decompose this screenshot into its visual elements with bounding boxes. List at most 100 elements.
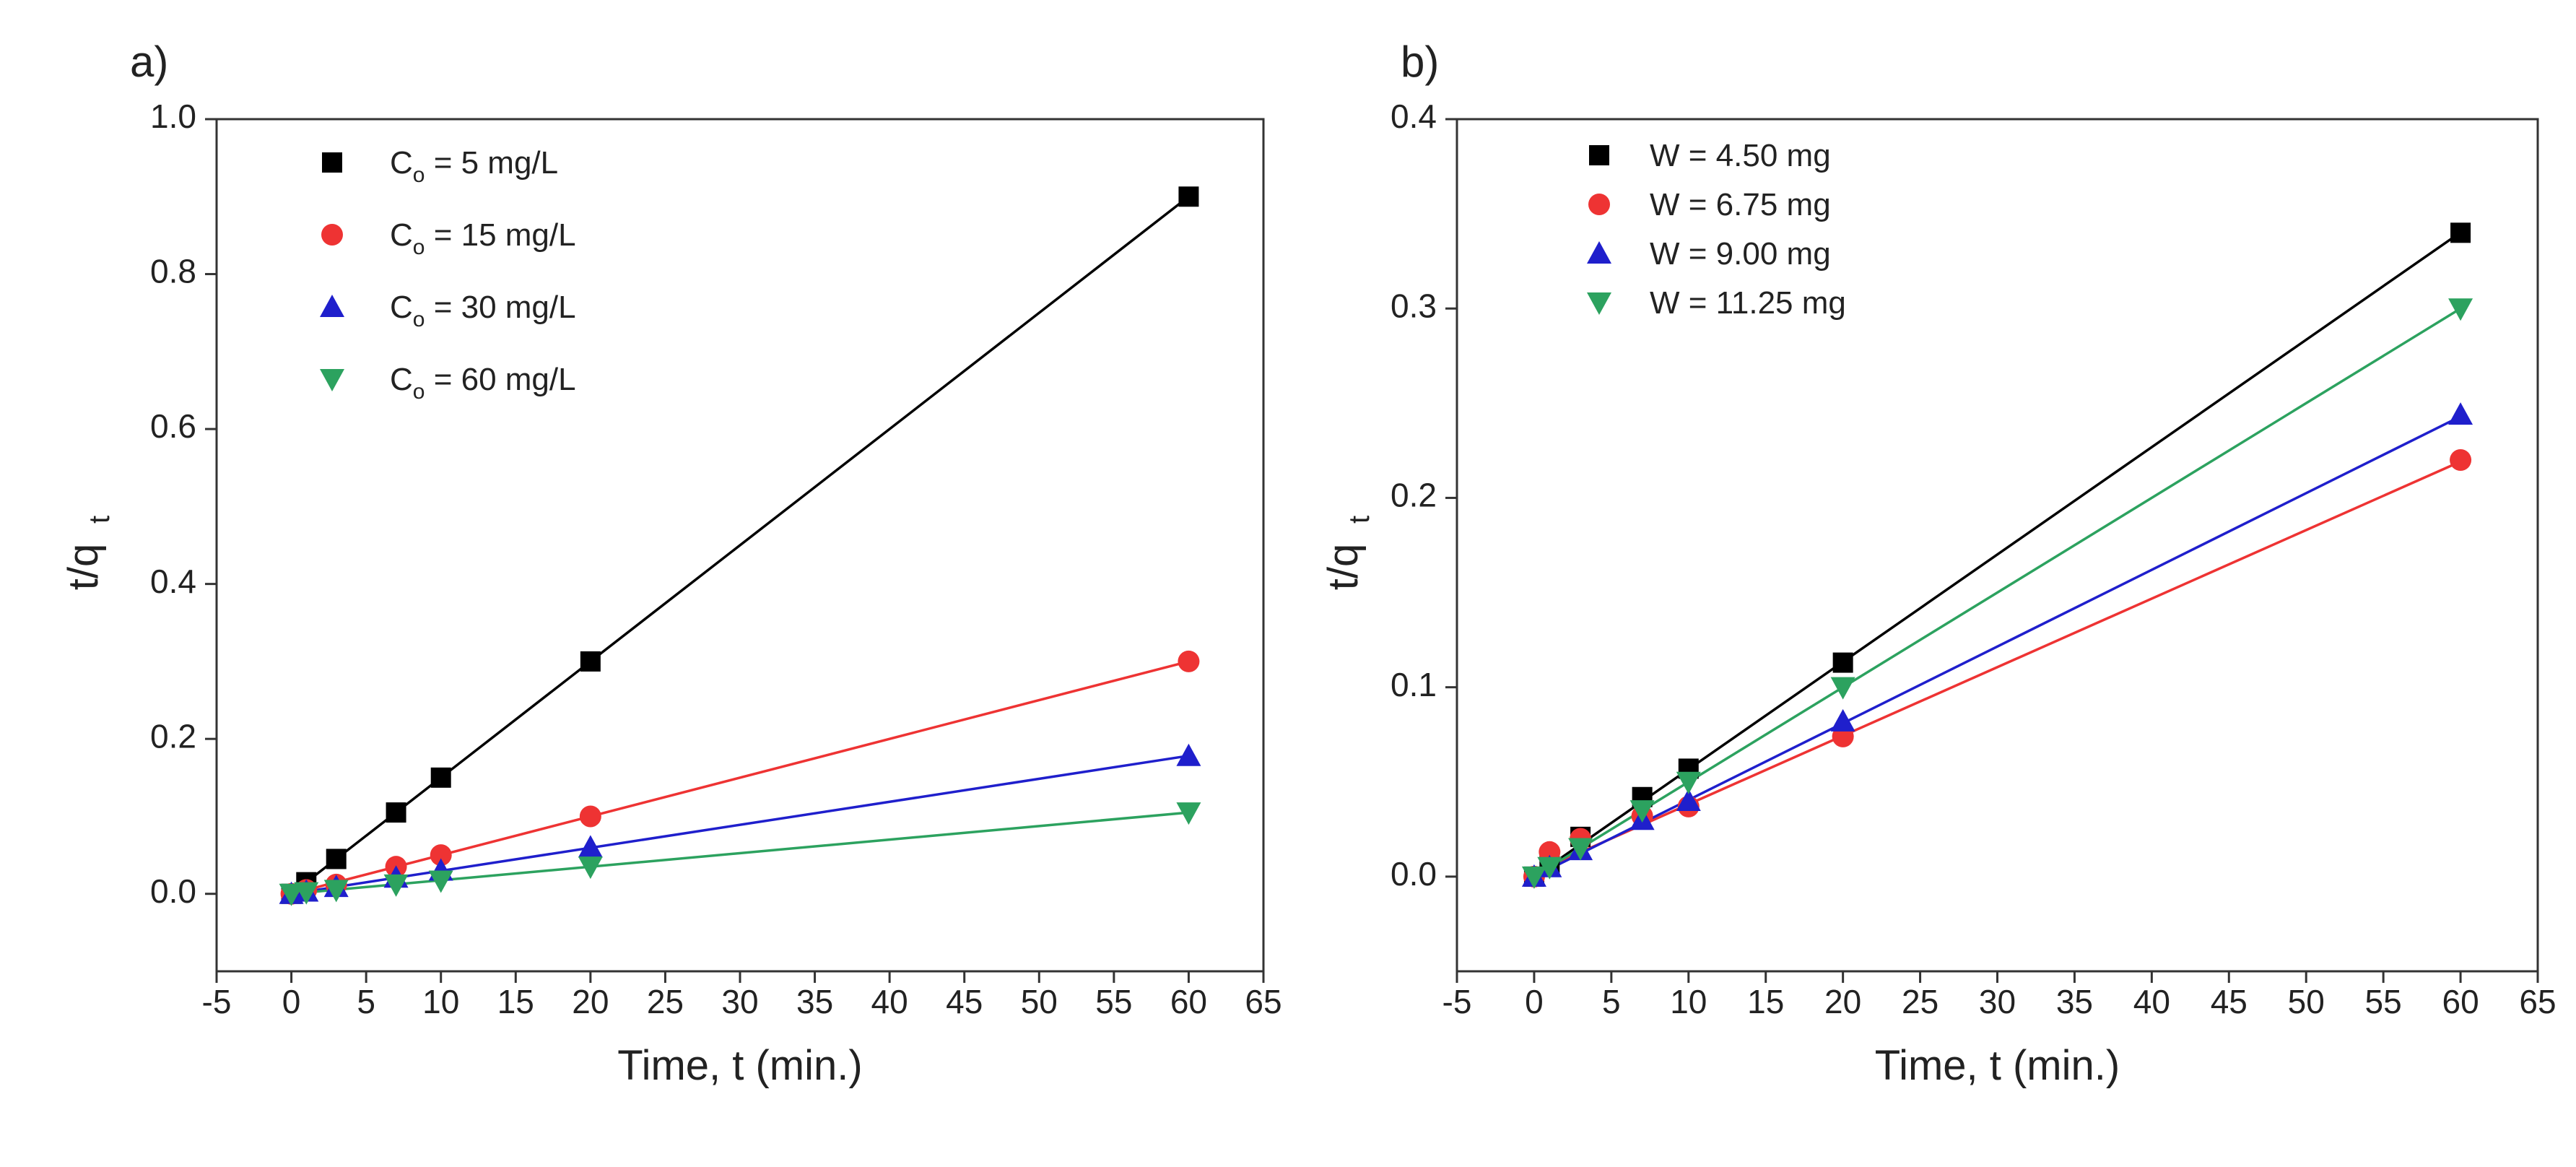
panel-b-x-tick-label: 5 [1602, 983, 1621, 1020]
panel-a-y-tick-label: 0.0 [150, 872, 196, 910]
panel-a-y-axis-title-sub: t [84, 516, 116, 524]
panel-b-legend-marker-1 [1589, 145, 1609, 165]
panel-b-series-3-point [2448, 402, 2473, 425]
panel-a-x-tick-label: 30 [721, 983, 758, 1020]
panel-b-legend-item-3: W = 9.00 mg [1587, 236, 1831, 272]
panel-a-series-1-point [580, 651, 601, 672]
panel-a-x-tick-label: 5 [357, 983, 375, 1020]
panel-b-series-4-point [1521, 866, 1546, 889]
panel-a-legend-label-4-sub: o [413, 380, 425, 404]
panel-a-x-tick-label: 15 [497, 983, 534, 1020]
panel-a-legend-label-3-sub: o [413, 308, 425, 331]
panel-a-legend-label-4: Co = 60 mg/L [390, 362, 576, 404]
panel-b-y-axis-title-main: t/q [1320, 544, 1367, 591]
panel-b-y-tick-label: 0.2 [1391, 477, 1437, 514]
panel-b-legend-label-4: W = 11.25 mg [1650, 285, 1846, 321]
panel-b-series-4-point [1629, 800, 1655, 823]
panel-b-series-4-point [1537, 856, 1562, 880]
panel-a-x-tick-label: 10 [422, 983, 459, 1020]
panel-a-legend-marker-1 [322, 152, 342, 173]
panel-b-x-tick-label: 15 [1747, 983, 1784, 1020]
panel-a-legend-item-1: Co = 5 mg/L [322, 145, 558, 187]
panel-a-series-2-point [430, 844, 452, 867]
panel-a-series-1-point [1178, 186, 1199, 207]
panel-a-series-4 [279, 802, 1201, 906]
panel-a-y-tick-label: 0.4 [150, 563, 196, 600]
panel-a-y-axis-title: t/q t [60, 516, 116, 590]
panel-a-legend-label-3-rest: = 30 mg/L [425, 290, 575, 325]
panel-b-series-1-point [2450, 222, 2471, 243]
panel-b-y-tick-label: 0.4 [1391, 97, 1437, 135]
panel-a-chart: a) -5 0 5 10 15 20 25 30 35 40 45 50 55 60 65 0.0 0.2 0.4 0… [60, 38, 1282, 1089]
panel-b-x-tick-label: 20 [1824, 983, 1861, 1020]
panel-a-y-tick-label: 0.8 [150, 253, 196, 290]
panel-b-series-2-point [2450, 449, 2472, 471]
panel-b-series-3-point [1676, 789, 1701, 811]
panel-a-y-axis-title-main: t/q [60, 544, 107, 591]
panel-a-y-tick-label: 0.2 [150, 717, 196, 755]
panel-b-series-4-point [1676, 771, 1701, 794]
panel-b-legend-label-2-main: W = 6.75 mg [1650, 187, 1831, 222]
panel-a-legend-marker-2 [321, 224, 343, 246]
panel-a-x-tick-label: 40 [871, 983, 908, 1020]
panel-b-x-tick-label: 0 [1525, 983, 1544, 1020]
panel-b-x-tick-label: 60 [2442, 983, 2479, 1020]
panel-a-x-tick-label: 0 [282, 983, 301, 1020]
panel-a-x-tick-label: 60 [1170, 983, 1207, 1020]
panel-b-series-1-point [1832, 652, 1853, 673]
panel-a-series-1-point [386, 802, 406, 823]
panel-b-y-axis-title: t/q t [1320, 516, 1375, 590]
panel-b-series-4-point [2448, 298, 2473, 321]
panel-a-legend-item-2: Co = 15 mg/L [321, 217, 576, 259]
panel-a-series-4-point [323, 880, 349, 903]
panel-a-legend-marker-4 [320, 369, 344, 391]
panel-a-series-1-point [430, 767, 451, 788]
panel-a-x-tick-label: -5 [202, 983, 232, 1020]
panel-b-plot-frame [1455, 118, 2539, 973]
panel-a-x-tick-label: 55 [1095, 983, 1132, 1020]
panel-a-series-4-point [383, 874, 409, 897]
panel-b-fit-line-series-1 [1533, 231, 2462, 878]
panel-b-legend-marker-4 [1587, 292, 1611, 315]
panel-b-legend-item-2: W = 6.75 mg [1588, 187, 1831, 222]
panel-b-legend-item-1: W = 4.50 mg [1589, 138, 1831, 173]
panel-b-x-tick-label: 55 [2365, 983, 2402, 1020]
panel-a-legend-label-2-rest: = 15 mg/L [425, 217, 575, 253]
panel-b-legend-label-2: W = 6.75 mg [1650, 187, 1831, 222]
panel-b-x-tick-label: 25 [1902, 983, 1938, 1020]
panel-a-x-tick-label: 35 [796, 983, 833, 1020]
panel-a-y-tick-label: 1.0 [150, 97, 196, 135]
panel-a-legend-label-1-sub: o [413, 163, 425, 187]
panel-a-legend-label-3: Co = 30 mg/L [390, 290, 576, 331]
panel-a-series-1-point [326, 849, 347, 869]
panel-a-legend-label-2-main: C [390, 217, 413, 253]
panel-b-legend-label-3-main: W = 9.00 mg [1650, 236, 1831, 272]
panel-b-legend-label-4-main: W = 11.25 mg [1650, 285, 1846, 321]
panel-b-fit-lines [1533, 231, 2462, 878]
panel-b-legend-label-3: W = 9.00 mg [1650, 236, 1831, 272]
panel-a-series-2-point [579, 805, 601, 828]
panel-a-x-tick-label: 65 [1245, 983, 1282, 1020]
panel-a-legend-item-3: Co = 30 mg/L [320, 290, 576, 331]
panel-a-series-3-point [1176, 743, 1201, 766]
panel-a-legend-label-2: Co = 15 mg/L [390, 217, 576, 259]
panel-a-panel-label: a) [130, 38, 168, 86]
panel-b-x-axis-title: Time, t (min.) [1875, 1042, 2120, 1089]
panel-a-series-2-point [1178, 650, 1200, 672]
panel-a-legend-marker-3 [320, 295, 344, 317]
panel-a-x-tick-label: 45 [946, 983, 983, 1020]
panel-a-x-axis-title: Time, t (min.) [617, 1042, 862, 1089]
panel-a-legend-label-2-sub: o [413, 235, 425, 259]
panel-a-series-4-point [294, 882, 319, 905]
panel-b-fit-line-series-3 [1533, 415, 2461, 878]
panel-b-fit-line-series-4 [1533, 307, 2461, 878]
panel-a-legend-item-4: Co = 60 mg/L [320, 362, 576, 404]
panel-b-x-tick-label: 45 [2211, 983, 2248, 1020]
panel-b-x-tick-label: 35 [2056, 983, 2093, 1020]
panel-a-series-3-point [578, 835, 603, 858]
panel-a-legend-label-4-main: C [390, 362, 413, 397]
panel-b-y-tick-label: 0.0 [1391, 855, 1437, 893]
panel-b-x-tick-label: 10 [1670, 983, 1707, 1020]
panel-b-x-tick-label: -5 [1443, 983, 1472, 1020]
